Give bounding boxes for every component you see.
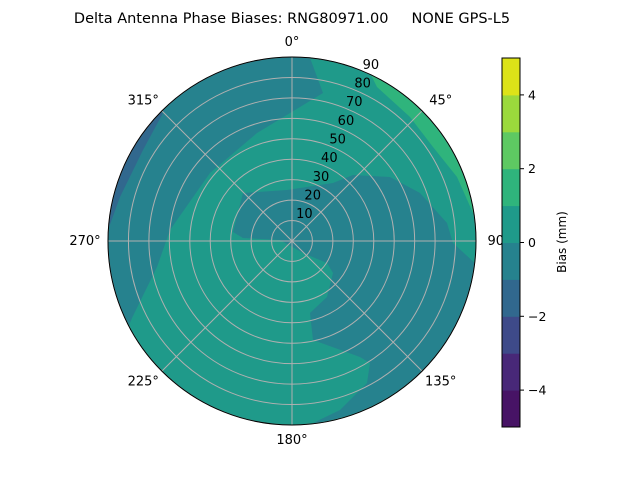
- theta-tick-label: 45°: [429, 93, 452, 108]
- r-tick-label: 10: [296, 207, 313, 222]
- colorbar-label: Bias (mm): [555, 211, 569, 273]
- r-tick-label: 20: [304, 189, 321, 204]
- colorbar-swatch: [502, 58, 520, 96]
- colorbar-tick-label: −4: [528, 383, 546, 398]
- colorbar-swatch: [502, 242, 520, 280]
- r-tick-label: 80: [354, 76, 371, 91]
- r-tick-label: 70: [346, 95, 363, 110]
- colorbar-tick-label: 4: [528, 87, 536, 102]
- grid-spoke: [291, 110, 423, 242]
- colorbar-swatch: [502, 94, 520, 133]
- theta-tick-label: 0°: [285, 35, 300, 50]
- polar-grid: [107, 56, 477, 426]
- grid-spoke: [161, 110, 293, 242]
- r-tick-label: 30: [313, 170, 330, 185]
- r-tick-label: 60: [338, 114, 355, 129]
- polar-frame: [107, 56, 477, 426]
- r-tick-label: 50: [329, 132, 346, 147]
- grid-spoke: [291, 240, 423, 372]
- colorbar-swatch: [502, 131, 520, 170]
- theta-tick-label: 270°: [69, 234, 100, 249]
- colorbar: −4 −2 0 2 4: [501, 57, 546, 428]
- grid-spoke: [161, 240, 293, 372]
- r-tick-label: 90: [363, 58, 380, 73]
- colorbar-tick-label: −2: [528, 309, 546, 324]
- colorbar-swatch: [502, 279, 520, 317]
- colorbar-tick-label: 2: [528, 161, 536, 176]
- chart-title: Delta Antenna Phase Biases: RNG80971.00 …: [74, 11, 510, 27]
- colorbar-swatch: [502, 168, 520, 207]
- colorbar-swatch: [502, 205, 520, 243]
- colorbar-swatch: [502, 390, 520, 428]
- colorbar-swatch: [502, 316, 520, 354]
- r-tick-label: 40: [321, 151, 338, 166]
- theta-tick-label: 135°: [425, 375, 456, 390]
- theta-tick-label: 225°: [128, 375, 159, 390]
- contour-level-neg1-0-northwest: [108, 57, 323, 328]
- colorbar-tick-label: 0: [528, 235, 536, 250]
- colorbar-swatch: [502, 353, 520, 391]
- theta-tick-label: 315°: [128, 93, 159, 108]
- theta-tick-label: 180°: [276, 433, 307, 448]
